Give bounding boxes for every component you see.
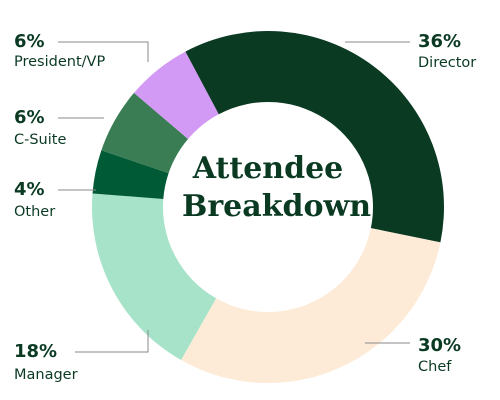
slice-value-label: 6% [14, 107, 45, 128]
slice-name-label: Other [14, 204, 55, 220]
chart-title: Attendee Breakdown [182, 151, 372, 224]
donut-slice [91, 193, 217, 361]
slice-name-label: Manager [14, 367, 78, 383]
slice-value-label: 6% [14, 31, 45, 52]
slice-name-label: C-Suite [14, 132, 66, 148]
slice-name-label: Director [418, 55, 476, 71]
leader-line [58, 41, 149, 62]
donut-slice [133, 51, 219, 139]
donut-slice [181, 228, 441, 383]
slice-value-label: 4% [14, 179, 45, 200]
slice-name-label: President/VP [14, 54, 105, 70]
slice-value-label: 30% [418, 335, 461, 356]
donut-slice [185, 30, 445, 243]
slice-value-label: 36% [418, 31, 461, 52]
donut-slice [92, 150, 169, 199]
donut-slice [101, 92, 189, 174]
slice-value-label: 18% [14, 341, 57, 362]
leader-line [75, 330, 149, 353]
slice-name-label: Chef [418, 359, 452, 375]
